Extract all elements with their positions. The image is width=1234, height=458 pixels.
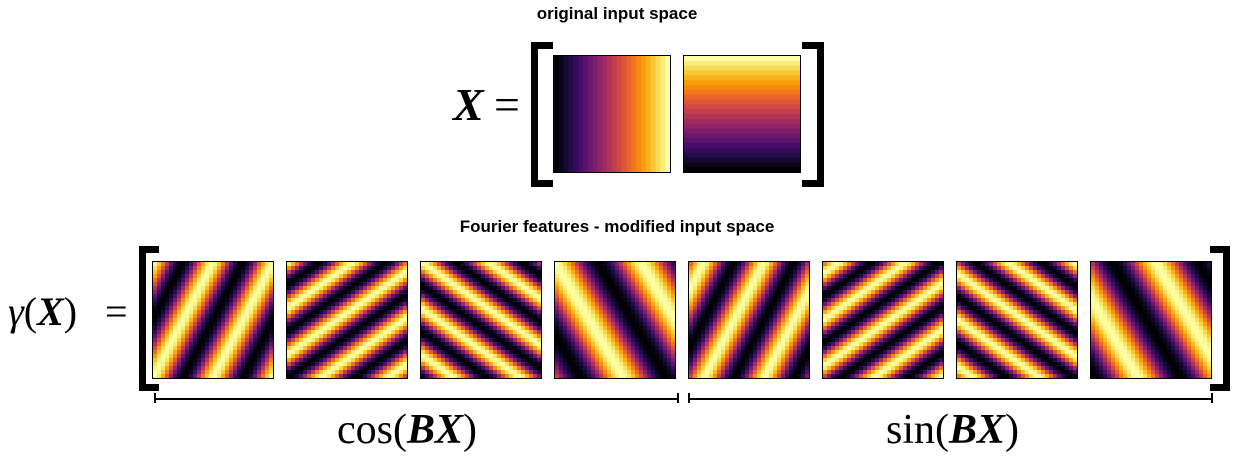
- gradient-band: [684, 65, 800, 72]
- cos-feature-4: [554, 261, 676, 379]
- gradient-band: [660, 56, 666, 172]
- gradient-band: [616, 56, 623, 172]
- gamma-expression: γ(X): [8, 289, 78, 334]
- cos-label: cos(BX): [337, 407, 478, 453]
- gradient-band: [587, 56, 594, 172]
- gradient-band: [684, 118, 800, 125]
- sin-feature-3: [956, 261, 1078, 379]
- gradient-band: [684, 60, 800, 67]
- sin-feature-2: [822, 261, 944, 379]
- sin-group-right-tick: [1211, 393, 1213, 403]
- gradient-band: [645, 56, 652, 172]
- gradient-band: [684, 123, 800, 130]
- cos-feature-3: [420, 261, 542, 379]
- sin-feature-3-image: [957, 262, 1077, 378]
- gamma-arg: X: [37, 289, 64, 334]
- sin-feature-1-image: [689, 262, 809, 378]
- gradient-band: [684, 80, 800, 86]
- cos-feature-3-image: [421, 262, 541, 378]
- gradient-band: [684, 162, 800, 168]
- gradient-band: [684, 109, 800, 115]
- x-label: X: [453, 79, 484, 130]
- gradient-band: [684, 104, 800, 110]
- gradient-band: [684, 75, 800, 81]
- gradient-band: [626, 56, 632, 172]
- left-bracket-bottom: [139, 246, 159, 391]
- sin-label: sin(BX): [886, 407, 1020, 453]
- gradient-band: [650, 56, 657, 172]
- gradient-band: [684, 85, 800, 91]
- sin-feature-4-image: [1091, 262, 1211, 378]
- gradient-band: [583, 56, 589, 172]
- x-symbol: X: [453, 78, 484, 131]
- y-gradient-panel: [683, 55, 801, 173]
- gradient-band: [684, 70, 800, 76]
- gradient-band: [684, 128, 800, 134]
- y-gradient-image: [684, 56, 800, 172]
- right-bracket-bottom: [1210, 246, 1230, 391]
- sin-feature-2-image: [823, 262, 943, 378]
- gradient-band: [573, 56, 579, 172]
- gradient-band: [684, 133, 800, 139]
- right-bracket-top: [802, 42, 824, 187]
- cos-feature-1: [152, 261, 274, 379]
- cos-feature-1-image: [153, 262, 273, 378]
- cos-feature-4-image: [555, 262, 675, 378]
- gamma-symbol: γ: [8, 289, 24, 334]
- gradient-band: [684, 56, 800, 62]
- cos-group-line: [154, 398, 679, 400]
- gradient-band: [636, 56, 642, 172]
- sin-group-line: [688, 398, 1213, 400]
- gradient-band: [612, 56, 618, 172]
- cos-feature-2: [286, 261, 408, 379]
- equals-sign-top: =: [494, 79, 520, 130]
- equals-sign-bottom: =: [105, 289, 128, 334]
- gradient-band: [684, 94, 800, 101]
- gradient-band: [592, 56, 599, 172]
- sin-feature-1: [688, 261, 810, 379]
- gradient-band: [684, 167, 800, 172]
- x-gradient-image: [554, 56, 670, 172]
- cos-group-right-tick: [677, 393, 679, 403]
- gradient-band: [684, 138, 800, 144]
- cos-feature-2-image: [287, 262, 407, 378]
- gradient-band: [684, 152, 800, 159]
- gradient-band: [684, 143, 800, 149]
- gradient-band: [558, 56, 565, 172]
- gradient-band: [684, 147, 800, 154]
- gradient-band: [684, 89, 800, 96]
- left-bracket-top: [531, 42, 553, 187]
- bottom-title: Fourier features - modified input space: [459, 217, 775, 236]
- gradient-band: [684, 157, 800, 163]
- gradient-band: [684, 114, 800, 120]
- x-gradient-panel: [553, 55, 671, 173]
- sin-group-left-tick: [688, 393, 690, 403]
- gradient-band: [631, 56, 637, 172]
- gradient-band: [665, 56, 670, 172]
- gradient-band: [568, 56, 574, 172]
- gradient-band: [602, 56, 608, 172]
- gradient-band: [597, 56, 603, 172]
- gradient-band: [621, 56, 628, 172]
- gradient-band: [563, 56, 570, 172]
- gradient-band: [554, 56, 560, 172]
- top-title: original input space: [536, 4, 698, 23]
- gradient-band: [684, 99, 800, 105]
- sin-feature-4: [1090, 261, 1212, 379]
- gradient-band: [607, 56, 613, 172]
- gradient-band: [641, 56, 647, 172]
- gradient-band: [578, 56, 584, 172]
- cos-group-left-tick: [154, 393, 156, 403]
- gradient-band: [655, 56, 661, 172]
